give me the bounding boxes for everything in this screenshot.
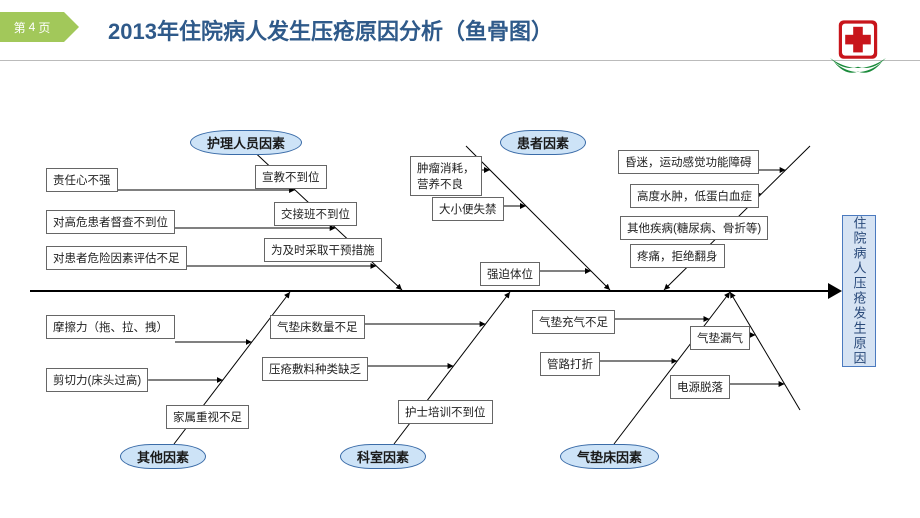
cause-nursing-3: 对高危患者督查不到位 <box>46 210 175 234</box>
fishbone-diagram: 住院病人压疮发生原因 护理人员因素 患者因素其他因素 科室因素 气垫床因素 宣教不到位 责… <box>30 120 890 500</box>
page-tab: 第 4 页 <box>0 12 64 42</box>
cause-nursing-1: 责任心不强 <box>46 168 118 192</box>
page-tab-arrow <box>64 12 79 42</box>
cause-patient-1: 昏迷，运动感觉功能障碍 <box>618 150 759 174</box>
cause-airbed-2: 管路打折 <box>540 352 600 376</box>
cause-nursing-0: 宣教不到位 <box>255 165 327 189</box>
cause-airbed-3: 电源脱落 <box>670 375 730 399</box>
cause-airbed-0: 气垫充气不足 <box>532 310 615 334</box>
category-airbed: 气垫床因素 <box>560 444 659 469</box>
hospital-logo-icon <box>818 14 898 88</box>
spine-arrow-icon <box>828 283 842 299</box>
cause-other-0: 摩擦力（拖、拉、拽） <box>46 315 175 339</box>
cause-nursing-4: 为及时采取干预措施 <box>264 238 382 262</box>
cause-dept-2: 护士培训不到位 <box>398 400 493 424</box>
fishbone-head: 住院病人压疮发生原因 <box>842 215 876 367</box>
cause-dept-0: 气垫床数量不足 <box>270 315 365 339</box>
cause-patient-0: 肿瘤消耗， 营养不良 <box>410 156 482 196</box>
cause-nursing-5: 对患者危险因素评估不足 <box>46 246 187 270</box>
category-dept: 科室因素 <box>340 444 426 469</box>
cause-patient-4: 其他疾病(糖尿病、骨折等) <box>620 216 768 240</box>
cause-nursing-2: 交接班不到位 <box>274 202 357 226</box>
cause-dept-1: 压疮敷料种类缺乏 <box>262 357 368 381</box>
page-num: 4 <box>29 20 36 34</box>
cause-other-2: 家属重视不足 <box>166 405 249 429</box>
cause-airbed-1: 气垫漏气 <box>690 326 750 350</box>
cause-patient-5: 疼痛，拒绝翻身 <box>630 244 725 268</box>
slide-title: 2013年住院病人发生压疮原因分析（鱼骨图） <box>108 14 553 46</box>
category-other: 其他因素 <box>120 444 206 469</box>
category-patient: 患者因素 <box>500 130 586 155</box>
category-nursing: 护理人员因素 <box>190 130 302 155</box>
header-divider <box>0 60 920 61</box>
page-prefix: 第 <box>14 19 26 36</box>
page-suffix: 页 <box>38 19 50 36</box>
cause-patient-3: 高度水肿，低蛋白血症 <box>630 184 759 208</box>
cause-patient-2: 大小便失禁 <box>432 197 504 221</box>
fishbone-spine <box>30 290 830 292</box>
cause-patient-6: 强迫体位 <box>480 262 540 286</box>
cause-other-1: 剪切力(床头过高) <box>46 368 148 392</box>
